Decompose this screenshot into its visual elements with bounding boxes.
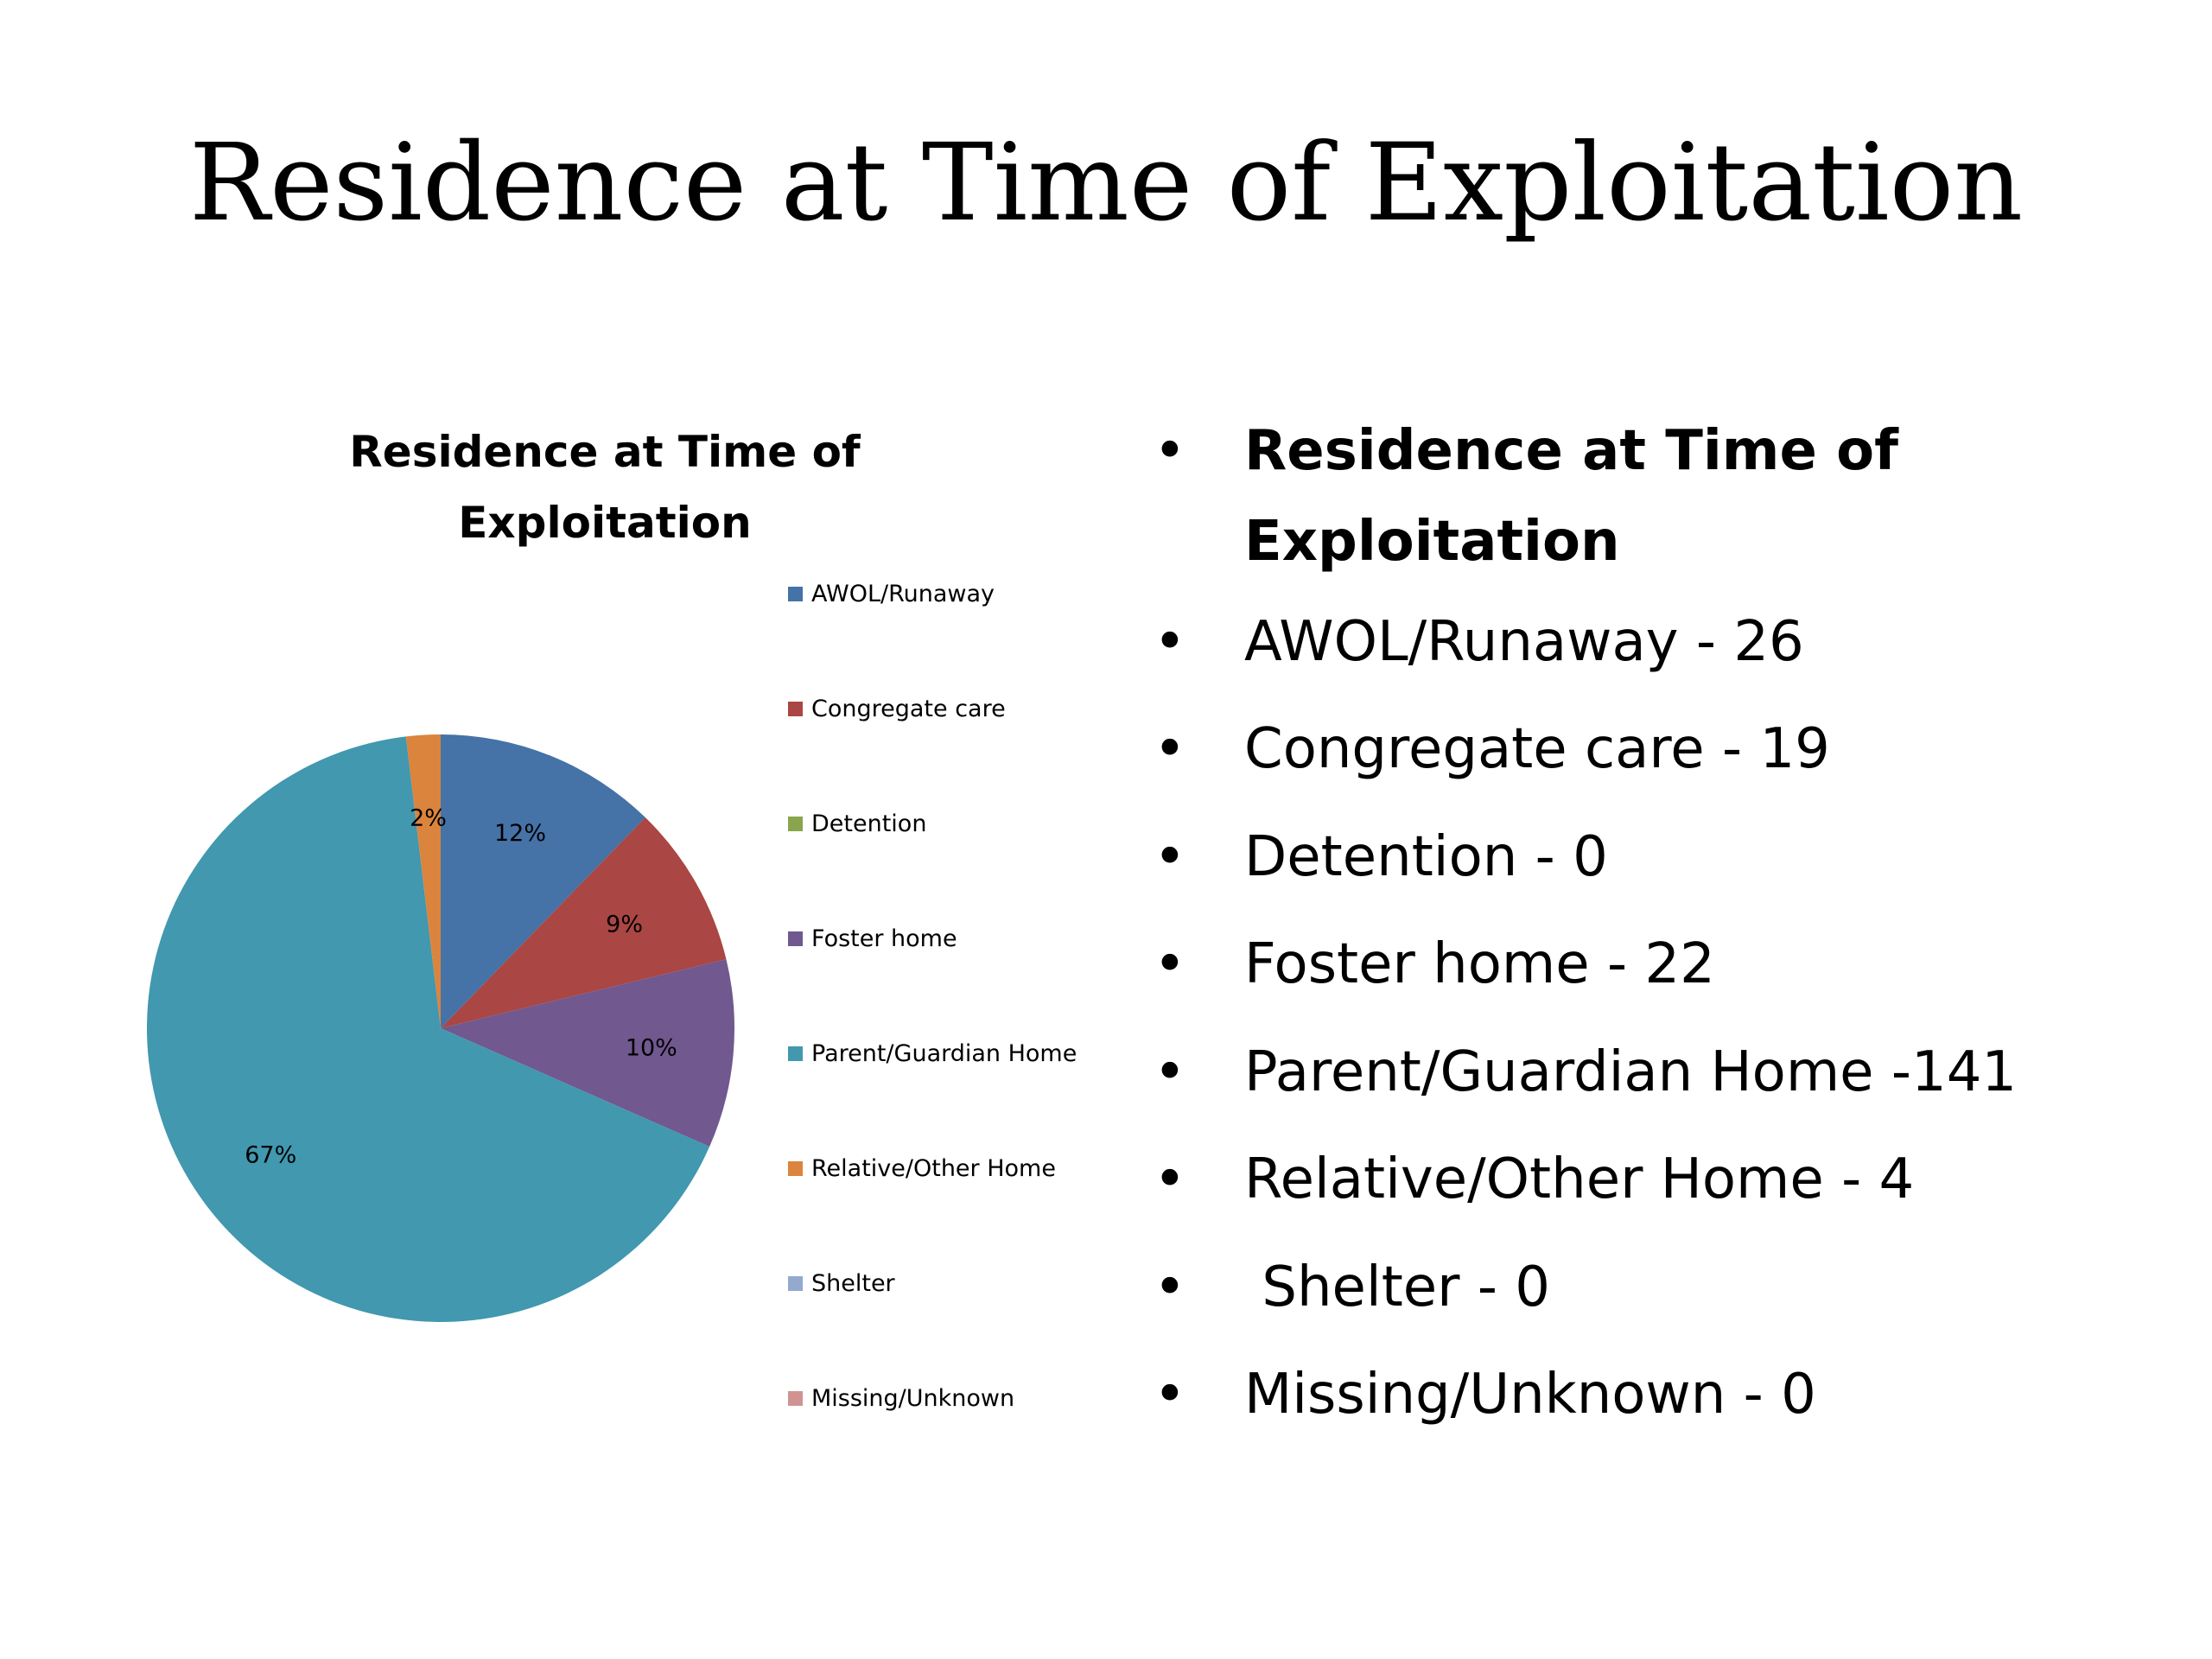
bullet-item-text: Congregate care - 19 <box>1244 717 1830 781</box>
legend-item-detention: Detention <box>788 806 926 841</box>
legend-swatch <box>788 1160 803 1176</box>
legend-label: Congregate care <box>811 695 1006 722</box>
legend-item-congregate-care: Congregate care <box>788 691 1006 726</box>
pie-slice-congregate-care <box>441 817 727 1028</box>
legend-swatch <box>788 586 803 601</box>
legend-item-foster-home: Foster home <box>788 921 957 956</box>
legend-label: Relative/Other Home <box>811 1154 1056 1182</box>
legend-swatch <box>788 931 803 946</box>
legend-item-awol-runaway: AWOL/Runaway <box>788 576 995 611</box>
legend-item-relative-other-home: Relative/Other Home <box>788 1151 1056 1185</box>
pie-data-label: 9% <box>606 912 643 938</box>
legend-label: Parent/Guardian Home <box>811 1039 1077 1067</box>
bullet-item-text: Parent/Guardian Home -141 <box>1244 1040 2018 1104</box>
legend-swatch <box>788 701 803 716</box>
bullet-item-text: Missing/Unknown - 0 <box>1244 1363 1816 1427</box>
legend-item-missing-unknown: Missing/Unknown <box>788 1381 1014 1415</box>
bullet-dot: • <box>1154 717 1186 781</box>
bullet-item-text: Relative/Other Home - 4 <box>1244 1147 1915 1211</box>
bullet-dot: • <box>1154 1255 1186 1319</box>
legend-item-parent-guardian-home: Parent/Guardian Home <box>788 1036 1077 1071</box>
bullet-item-text: Detention - 0 <box>1244 825 1608 889</box>
pie-slice-relative-other-home <box>405 734 441 1028</box>
legend-label: Shelter <box>811 1269 895 1297</box>
pie-slice-parent-guardian-home <box>147 736 710 1322</box>
bullet-dot: • <box>1154 932 1186 996</box>
pie-slice-foster-home <box>441 959 735 1147</box>
legend-swatch <box>788 1275 803 1291</box>
pie-data-label: 12% <box>494 820 546 847</box>
bullet-dot: • <box>1154 1147 1186 1211</box>
legend-label: Foster home <box>811 925 957 952</box>
legend-label: Missing/Unknown <box>811 1384 1015 1412</box>
bullet-dot: • <box>1154 419 1186 483</box>
legend-swatch <box>788 816 803 831</box>
pie-data-label: 67% <box>245 1142 296 1169</box>
bullet-heading-text: Residence at Time of Exploitation <box>1244 419 1898 574</box>
bullet-dot: • <box>1154 610 1186 674</box>
slide-title: Residence at Time of Exploitation <box>188 121 2024 245</box>
legend-item-shelter: Shelter <box>788 1266 895 1300</box>
bullet-item-text: Shelter - 0 <box>1244 1255 1550 1319</box>
pie-slice-awol-runaway <box>441 734 645 1028</box>
pie-data-label: 2% <box>410 805 447 832</box>
bullet-dot: • <box>1154 1363 1186 1427</box>
bullet-item-text: Foster home - 22 <box>1244 932 1715 996</box>
pie-data-label: 10% <box>626 1035 677 1062</box>
legend-swatch <box>788 1390 803 1406</box>
bullet-item-text: AWOL/Runaway - 26 <box>1244 610 1804 674</box>
legend-label: AWOL/Runaway <box>811 580 995 607</box>
legend-swatch <box>788 1046 803 1061</box>
chart-title: Residence at Time of Exploitation <box>349 427 861 548</box>
legend-label: Detention <box>811 810 927 837</box>
bullet-dot: • <box>1154 825 1186 889</box>
bullet-dot: • <box>1154 1040 1186 1104</box>
